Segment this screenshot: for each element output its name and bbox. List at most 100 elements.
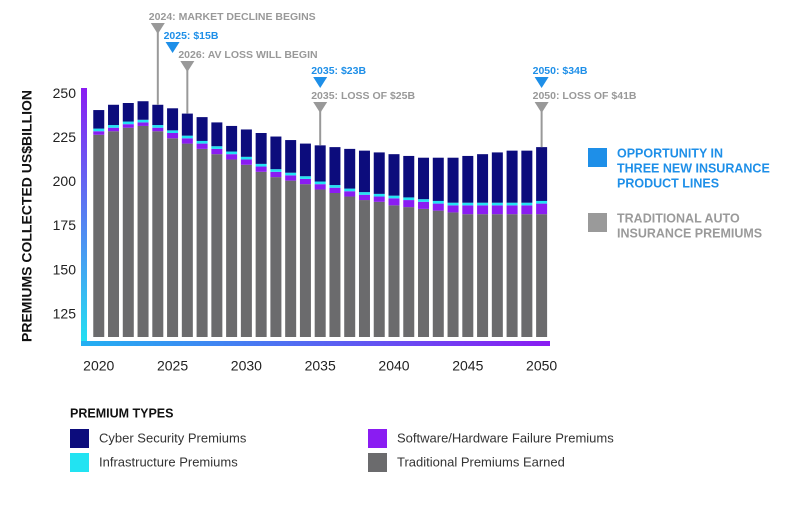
bar-segment xyxy=(255,166,267,172)
bar-segment xyxy=(108,125,120,128)
bar-segment xyxy=(270,136,282,170)
side-legend-label: TRADITIONAL AUTO xyxy=(617,211,740,225)
bar-segment xyxy=(152,104,164,126)
annotation-marker xyxy=(313,77,328,88)
bar-segment xyxy=(344,148,356,189)
annotation-label: 2026: AV LOSS WILL BEGIN xyxy=(178,49,317,61)
bar-segment xyxy=(299,184,311,337)
bar-segment xyxy=(152,131,164,337)
bar-segment xyxy=(122,124,134,128)
bar-segment xyxy=(299,176,311,179)
bar-segment xyxy=(447,157,459,203)
bar-segment xyxy=(521,150,533,203)
y-axis xyxy=(81,88,87,346)
bar-segment xyxy=(329,193,341,337)
bar-segment xyxy=(506,205,518,215)
bar-segment xyxy=(314,145,326,182)
annotation-label: 2024: MARKET DECLINE BEGINS xyxy=(149,11,316,23)
legend-title: PREMIUM TYPES xyxy=(70,406,174,420)
bar-segment xyxy=(477,202,489,206)
bar-segment xyxy=(255,163,267,167)
bar-segment xyxy=(462,214,474,337)
bar-segment xyxy=(462,205,474,215)
bar-segment xyxy=(491,214,503,337)
legend-label: Traditional Premiums Earned xyxy=(397,454,565,469)
bar-segment xyxy=(255,133,267,164)
bar-segment xyxy=(314,184,326,190)
side-legend-label: PRODUCT LINES xyxy=(617,176,719,190)
bar-segment xyxy=(491,152,503,203)
side-legend-swatch xyxy=(588,213,607,232)
annotation-label: 2050: LOSS OF $41B xyxy=(533,90,637,102)
bar-segment xyxy=(432,203,444,211)
annotation-label: 2035: $23B xyxy=(311,65,366,77)
bar-segment xyxy=(196,148,208,337)
bar-segment xyxy=(167,108,179,131)
legend-swatch xyxy=(70,429,89,448)
annotation-label: 2035: LOSS OF $25B xyxy=(311,90,415,102)
bar-segment xyxy=(506,150,518,203)
bar-segment xyxy=(403,200,415,208)
bar-segment xyxy=(462,202,474,206)
annotation-label: 2050: $34B xyxy=(533,65,588,77)
bar-segment xyxy=(240,159,252,165)
bar-segment xyxy=(521,202,533,206)
annotation-marker xyxy=(534,77,549,88)
bar-segment xyxy=(403,197,415,201)
bar-segment xyxy=(329,147,341,186)
x-tick-label: 2050 xyxy=(526,358,557,374)
y-axis-label: PREMIUMS COLLECTED US$BILLION xyxy=(19,90,35,342)
bar-segment xyxy=(344,191,356,197)
bar-segment xyxy=(122,103,134,122)
bar-segment xyxy=(181,135,193,139)
annotation-marker xyxy=(180,61,195,72)
bar-segment xyxy=(344,188,356,192)
bar-segment xyxy=(373,196,385,202)
bar-segment xyxy=(270,171,282,178)
bar-segment xyxy=(137,125,149,337)
bar-segment xyxy=(358,200,370,337)
bar-segment xyxy=(211,146,223,149)
bar-segment xyxy=(93,128,105,132)
bar-segment xyxy=(299,143,311,177)
bar-segment xyxy=(93,134,105,337)
bar-segment xyxy=(226,125,238,152)
annotation-marker xyxy=(534,102,549,113)
bar-segment xyxy=(137,101,149,120)
bar-segment xyxy=(373,152,385,194)
bar-segment xyxy=(93,131,105,135)
bar-segment xyxy=(167,130,179,133)
bar-segment xyxy=(432,200,444,204)
annotation-marker xyxy=(165,42,180,53)
bar-segment xyxy=(477,205,489,215)
x-tick-label: 2045 xyxy=(452,358,483,374)
bar-segment xyxy=(270,169,282,172)
bar-segment xyxy=(181,113,193,136)
bar-segment xyxy=(285,172,297,176)
bar-segment xyxy=(403,207,415,337)
bar-segment xyxy=(447,202,459,206)
bar-segment xyxy=(491,205,503,215)
bar-segment xyxy=(270,177,282,337)
bar-segment xyxy=(152,127,164,132)
bar-segment xyxy=(226,154,238,160)
bar-segment xyxy=(344,196,356,337)
bar-segment xyxy=(462,155,474,203)
bar-segment xyxy=(226,159,238,337)
bar-segment xyxy=(358,194,370,201)
bar-segment xyxy=(167,133,179,139)
bar-segment xyxy=(211,154,223,337)
bar-segment xyxy=(403,155,415,198)
bar-segment xyxy=(418,201,430,209)
bar-segment xyxy=(299,178,311,185)
x-tick-label: 2025 xyxy=(157,358,188,374)
bar-segment xyxy=(373,201,385,337)
legend-label: Software/Hardware Failure Premiums xyxy=(397,430,614,445)
bar-segment xyxy=(314,181,326,185)
bar-segment xyxy=(122,121,134,125)
bar-segment xyxy=(108,127,120,132)
side-legend-swatch xyxy=(588,148,607,167)
legend-swatch xyxy=(368,453,387,472)
legend-swatch xyxy=(70,453,89,472)
